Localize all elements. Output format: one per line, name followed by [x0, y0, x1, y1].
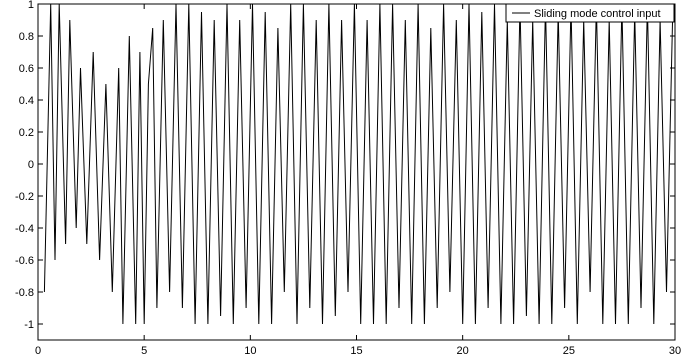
- y-tick-label: -0.8: [15, 287, 34, 299]
- series-line: [43, 3, 674, 325]
- y-tick-label: 0.6: [19, 63, 34, 75]
- y-tick-label: -1: [24, 319, 34, 331]
- axes-layer: 0 5 10 15 20 25 30 1 0.8 0.6 0.4 0.2 0 -0.2 -0.4 -0.6 -0…: [15, 0, 681, 357]
- x-tick-label: 5: [141, 345, 147, 357]
- legend-box: [505, 3, 675, 23]
- x-tick-label: 10: [244, 345, 256, 357]
- y-tick-label: 0.4: [19, 95, 34, 107]
- y-tick-label: -0.2: [15, 191, 34, 203]
- y-tick-label: -0.4: [15, 223, 34, 235]
- plot-area: [38, 4, 675, 340]
- x-tick-label: 0: [35, 345, 41, 357]
- legend-label: Sliding mode control input: [534, 8, 661, 20]
- x-tick-label: 20: [457, 345, 469, 357]
- y-tick-label: 1: [28, 0, 34, 11]
- x-tick-label: 30: [669, 345, 681, 357]
- legend: Sliding mode control input: [505, 3, 675, 23]
- plot-background: [38, 4, 675, 340]
- x-tick-label: 25: [563, 345, 575, 357]
- x-tick-label: 15: [350, 345, 362, 357]
- y-tick-label: 0: [28, 159, 34, 171]
- y-tick-label: 0.2: [19, 127, 34, 139]
- series-layer: [43, 3, 674, 325]
- y-tick-label: -0.6: [15, 255, 34, 267]
- y-tick-label: 0.8: [19, 31, 34, 43]
